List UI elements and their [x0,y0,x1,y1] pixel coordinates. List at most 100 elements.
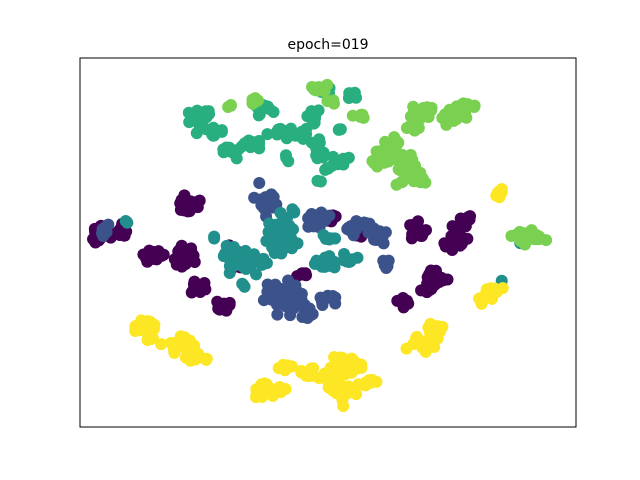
series-3 [182,82,363,188]
scatter-point [277,126,290,139]
scatter-point [285,242,298,255]
scatter-point [396,292,409,305]
scatter-point [188,256,201,269]
scatter-point [305,362,318,375]
scatter-point [496,282,509,295]
scatter-point [291,128,304,141]
scatter-point [220,239,233,252]
scatter-point [327,97,340,110]
scatter-point [364,376,377,389]
scatter-point [377,254,390,267]
scatter-point [513,225,526,238]
scatter-point [248,191,261,204]
scatter-point [250,268,263,281]
scatter-point [195,119,208,132]
scatter-point [170,339,183,352]
scatter-point [252,109,265,122]
scatter-point [355,108,368,121]
scatter-point [439,108,452,121]
scatter-point [337,353,350,366]
scatter-point [184,348,197,361]
scatter-point [246,97,259,110]
scatter-point [112,225,125,238]
scatter-point [392,136,405,149]
scatter-point [263,289,276,302]
scatter-point [495,183,508,196]
scatter-point [346,87,359,100]
scatter-point [223,259,236,272]
scatter-point [261,278,274,291]
scatter-point [250,388,263,401]
scatter-point [308,108,321,121]
scatter-point [207,121,220,134]
scatter-point [240,263,253,276]
scatter-point [368,157,381,170]
series-1 [96,176,395,324]
series-4 [222,78,553,251]
scatter-point [271,308,284,321]
scatter-point [413,336,426,349]
scatter-point [233,252,246,265]
scatter-point [315,149,328,162]
scatter-points [87,78,553,413]
scatter-point [184,198,197,211]
scatter-point [406,153,419,166]
scatter-point [281,232,294,245]
scatter-point [306,308,319,321]
scatter-point [263,103,276,116]
scatter-point [424,320,437,333]
scatter-point [392,163,405,176]
scatter-point [296,267,309,280]
scatter-point [237,278,250,291]
scatter-point [224,99,237,112]
scatter-point [525,229,538,242]
scatter-point [271,298,284,311]
scatter-point [344,224,357,237]
scatter-point [292,286,305,299]
scatter-point [170,258,183,271]
scatter-point [316,298,329,311]
plot-frame [79,57,577,428]
scatter-point [296,310,309,323]
scatter-point [282,155,295,168]
scatter-point [355,358,368,371]
scatter-point [250,139,263,152]
scatter-point [273,383,286,396]
scatter-point [421,101,434,114]
scatter-point [339,388,352,401]
scatter-point [329,232,342,245]
scatter-point [280,300,293,313]
scatter-point [263,199,276,212]
scatter-point [313,84,326,97]
scatter-point [283,219,296,232]
scatter-point [425,264,438,277]
scatter-point [443,236,456,249]
scatter-point [413,175,426,188]
scatter-point [340,255,353,268]
scatter-point [152,245,165,258]
scatter-point [363,224,376,237]
scatter-point [261,128,274,141]
scatter-point [277,358,290,371]
scatter-point [155,338,168,351]
scatter-point [373,233,386,246]
scatter-point [416,228,429,241]
scatter-point [288,206,301,219]
scatter-point [407,106,420,119]
scatter-point [243,248,256,261]
scatter-point [394,176,407,189]
scatter-point [179,257,192,270]
scatter-point [178,189,191,202]
scatter-point [266,241,279,254]
scatter-point [326,257,339,270]
scatter-point [208,230,221,243]
series-5 [129,183,509,413]
chart-title: epoch=019 [287,37,368,53]
scatter-point [212,302,225,315]
scatter-point [274,206,287,219]
scatter-point [257,252,270,265]
scatter-point [192,106,205,119]
scatter-point [147,322,160,335]
scatter-point [99,220,112,233]
